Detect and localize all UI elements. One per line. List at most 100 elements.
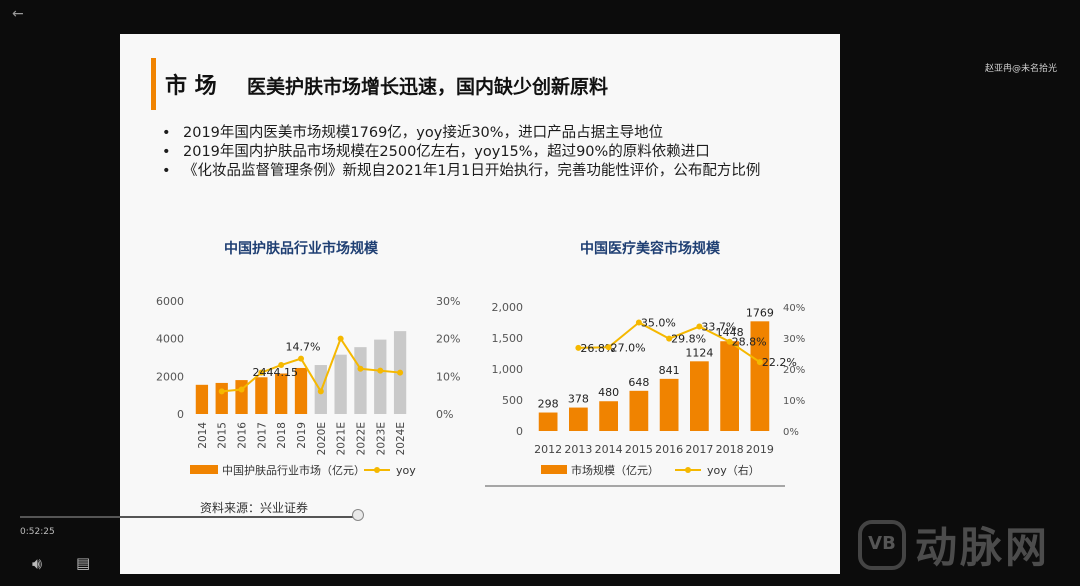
y-tick-label-right: 0% xyxy=(783,427,799,438)
yoy-point xyxy=(258,369,265,376)
yoy-point xyxy=(696,323,703,330)
y-tick-label-left: 0 xyxy=(516,425,523,438)
yoy-point xyxy=(218,388,225,395)
x-tick-label: 2013 xyxy=(564,443,592,456)
bar xyxy=(750,321,770,431)
bar-data-label: 841 xyxy=(659,364,680,377)
title-accent-bar xyxy=(151,58,156,110)
legend-swatch-bar xyxy=(541,465,567,474)
x-tick-label: 2020E xyxy=(316,422,328,455)
y-tick-label-left: 1,000 xyxy=(492,363,524,376)
y-tick-label-left: 4000 xyxy=(156,333,184,346)
bar xyxy=(568,407,588,431)
progress-knob[interactable] xyxy=(352,509,364,521)
x-tick-label: 2014 xyxy=(595,443,623,456)
chart-title-skincare: 中国护肤品行业市场规模 xyxy=(224,241,378,257)
brand-logo-icon: VB xyxy=(858,520,906,570)
bar xyxy=(255,377,268,414)
skincare-market-chart: 0 2000 4000 6000 0% 10% 20% 30% 2014 2015 2016 2017… xyxy=(156,295,460,477)
line-data-label: 28.8% xyxy=(732,336,767,349)
chart-title-aesthetic: 中国医疗美容市场规模 xyxy=(580,241,720,257)
bar xyxy=(720,341,740,431)
legend-label: yoy xyxy=(396,464,416,477)
yoy-point xyxy=(605,344,612,351)
x-tick-label: 2016 xyxy=(655,443,683,456)
playback-time: 0:52:25 xyxy=(20,527,55,537)
bar-data-label: 1124 xyxy=(685,346,713,359)
yoy-point xyxy=(397,369,404,376)
source-note: 资料来源：兴业证券 xyxy=(200,501,309,515)
y-tick-label-left: 2,000 xyxy=(492,301,524,314)
legend-label: yoy（右） xyxy=(707,463,760,477)
y-tick-label-left: 1,500 xyxy=(492,332,524,345)
line-data-label: 27.0% xyxy=(611,341,646,354)
progress-bar[interactable] xyxy=(20,516,360,518)
line-data-label: 33.7% xyxy=(701,321,736,334)
line-data-label: 35.0% xyxy=(641,317,676,330)
y-tick-label-right: 10% xyxy=(436,370,460,383)
x-tick-label: 2018 xyxy=(276,422,288,449)
back-arrow-icon[interactable]: ← xyxy=(12,6,24,22)
presentation-slide: 市 场 医美护肤市场增长迅速，国内缺少创新原料 2019年国内医美市场规模176… xyxy=(120,34,840,574)
volume-icon[interactable]: 🔊︎ xyxy=(32,554,43,573)
bar-data-label: 2444.15 xyxy=(253,366,299,379)
x-tick-label: 2015 xyxy=(625,443,653,456)
bullet-item: 2019年国内医美市场规模1769亿，yoy接近30%，进口产品占据主导地位 xyxy=(162,124,812,143)
x-tick-label: 2014 xyxy=(197,422,209,449)
bar xyxy=(659,378,679,431)
bar-data-label: 298 xyxy=(538,398,559,411)
brand-name: 动脉网 xyxy=(915,523,1051,572)
bar xyxy=(629,390,649,431)
legend-swatch-marker xyxy=(685,467,691,473)
x-tick-label: 2024E xyxy=(395,422,407,455)
x-tick-label: 2019 xyxy=(296,422,308,449)
y-tick-label-right: 30% xyxy=(783,334,805,345)
yoy-point xyxy=(575,344,582,351)
x-tick-label: 2023E xyxy=(375,422,387,455)
bar xyxy=(215,382,228,414)
bar xyxy=(294,367,308,414)
yoy-point xyxy=(278,362,285,369)
y-tick-label-left: 6000 xyxy=(156,295,184,308)
yoy-point xyxy=(357,365,364,372)
uploader-watermark: 赵亚冉@未名拾光 xyxy=(985,64,1058,74)
y-tick-label-right: 0% xyxy=(436,408,453,421)
legend-swatch-marker xyxy=(374,467,380,473)
slide-headline: 医美护肤市场增长迅速，国内缺少创新原料 xyxy=(247,76,609,98)
y-tick-label-left: 0 xyxy=(177,408,184,421)
x-tick-label: 2021E xyxy=(336,422,348,455)
y-tick-label-left: 500 xyxy=(502,394,523,407)
yoy-point xyxy=(238,386,245,393)
x-tick-label: 2018 xyxy=(716,443,744,456)
x-tick-label: 2017 xyxy=(685,443,713,456)
yoy-point xyxy=(337,335,344,342)
x-tick-label: 2016 xyxy=(237,422,249,449)
bullet-item: 2019年国内护肤品市场规模在2500亿左右，yoy15%，超过90%的原料依赖… xyxy=(162,143,812,162)
legend-swatch-bar xyxy=(190,465,218,474)
x-tick-label: 2015 xyxy=(217,422,229,449)
bar-data-label: 1769 xyxy=(746,306,774,319)
legend-label: 中国护肤品行业市场（亿元） xyxy=(222,463,365,477)
aesthetic-market-chart: 0 500 1,000 1,500 2,000 0% 10% 20% 30% 40% 298 2012… xyxy=(485,301,805,487)
y-tick-label-right: 20% xyxy=(783,365,805,376)
bar xyxy=(275,373,288,414)
yoy-point xyxy=(317,388,324,395)
bar-data-label: 1448 xyxy=(716,326,744,339)
bar xyxy=(689,361,709,431)
yoy-point xyxy=(726,338,733,345)
yoy-point xyxy=(298,355,304,362)
y-tick-label-right: 10% xyxy=(783,396,805,407)
bar xyxy=(235,380,248,414)
bar xyxy=(354,347,367,414)
y-tick-label-right: 30% xyxy=(436,295,460,308)
bar xyxy=(374,339,387,414)
yoy-point xyxy=(666,335,673,342)
subtitle-icon[interactable]: ▤ xyxy=(76,554,91,572)
yoy-point xyxy=(756,359,763,366)
bar xyxy=(538,412,558,431)
yoy-point xyxy=(635,319,642,326)
bar xyxy=(334,354,347,414)
bar xyxy=(599,401,619,431)
video-player-controls: 0:52:25 🔊︎ ▤ xyxy=(0,509,1080,586)
bullet-list: 2019年国内医美市场规模1769亿，yoy接近30%，进口产品占据主导地位 2… xyxy=(162,124,812,181)
